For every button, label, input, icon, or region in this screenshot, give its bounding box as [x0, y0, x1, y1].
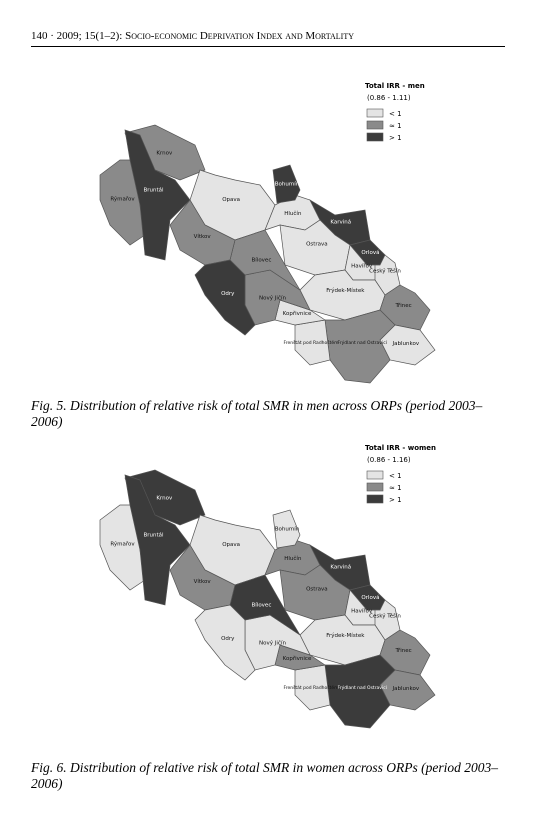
- region-label: Odry: [221, 291, 235, 297]
- region-label: Hlučín: [284, 210, 302, 217]
- region-label: Frenštát pod Radhoštěm: [283, 339, 338, 346]
- region-label: Bílovec: [251, 601, 271, 608]
- region-label: Nový Jičín: [259, 294, 286, 301]
- region-label: Český Těšín: [369, 613, 401, 620]
- region-label: Opava: [222, 197, 240, 203]
- region-label: Český Těšín: [369, 268, 401, 275]
- region-label: Bohumín: [275, 181, 300, 188]
- region: [194, 259, 256, 336]
- region: [272, 164, 301, 204]
- region-label: Frýdek-Místek: [326, 287, 365, 294]
- region-label: Bruntál: [143, 187, 164, 194]
- legend-label: > 1: [389, 496, 402, 504]
- figure-caption: Fig. 6. Distribution of relative risk of…: [31, 760, 498, 791]
- region: [324, 654, 396, 729]
- region-label: Krnov: [156, 496, 173, 502]
- region-label: Frýdek-Místek: [326, 632, 365, 639]
- region: [124, 474, 191, 606]
- map: Krnov Rýmařov Bruntál Opava Hlučín Bohumín Kar…: [99, 124, 436, 384]
- running-header: 140 · 2009; 15(1–2): Socio-economic Depr…: [31, 30, 505, 47]
- legend-label: > 1: [389, 134, 402, 142]
- region-label: Odry: [221, 636, 235, 642]
- region-label: Jablunkov: [392, 686, 420, 692]
- region-label: Hlučín: [284, 555, 302, 562]
- region-label: Bruntál: [143, 532, 164, 539]
- legend-range: (0.86 - 1.11): [367, 94, 411, 102]
- region-label: Kopřivnice: [283, 655, 312, 662]
- region-label: Nový Jičín: [259, 639, 286, 646]
- legend-label: ≈ 1: [389, 122, 402, 130]
- legend-swatch: [366, 108, 384, 118]
- region-label: Frýdlant nad Ostravicí: [337, 339, 387, 346]
- region-label: Třinec: [394, 647, 411, 654]
- legend-label: ≈ 1: [389, 484, 402, 492]
- region-label: Třinec: [394, 302, 411, 309]
- legend-range: (0.86 - 1.16): [367, 456, 411, 464]
- region-label: Opava: [222, 542, 240, 548]
- region-label: Frýdlant nad Ostravicí: [337, 684, 387, 691]
- legend-swatch: [366, 494, 384, 504]
- region-label: Bílovec: [251, 256, 271, 263]
- region-label: Frenštát pod Radhoštěm: [283, 684, 338, 691]
- page-number: 140: [31, 30, 48, 42]
- region-label: Rýmařov: [110, 541, 135, 548]
- region-label: Havířov: [351, 608, 373, 615]
- region: [124, 129, 191, 261]
- region-label: Ostrava: [306, 587, 328, 593]
- region: [272, 509, 301, 549]
- figure-caption: Fig. 5. Distribution of relative risk of…: [31, 398, 483, 429]
- region-label: Karviná: [330, 564, 351, 571]
- legend-label: < 1: [389, 472, 402, 480]
- legend-swatch: [366, 470, 384, 480]
- region: [324, 309, 396, 384]
- region-label: Rýmařov: [110, 196, 135, 203]
- map: Krnov Rýmařov Bruntál Opava Hlučín Bohumín Kar…: [99, 469, 436, 729]
- region-label: Bohumín: [275, 526, 300, 533]
- separator: ·: [50, 30, 54, 42]
- region-label: Karviná: [330, 219, 351, 226]
- region-label: Orlová: [361, 249, 379, 256]
- region-label: Vítkov: [194, 578, 212, 585]
- legend-title: Total IRR - men: [365, 82, 425, 90]
- region-label: Vítkov: [194, 233, 212, 240]
- legend-swatch: [366, 132, 384, 142]
- region-label: Kopřivnice: [283, 310, 312, 317]
- legend-label: < 1: [389, 110, 402, 118]
- region-label: Krnov: [156, 151, 173, 157]
- legend-title: Total IRR - women: [365, 444, 436, 452]
- region-label: Jablunkov: [392, 341, 420, 347]
- region-label: Ostrava: [306, 242, 328, 248]
- region: [194, 604, 256, 681]
- region-label: Orlová: [361, 594, 379, 601]
- region-label: Havířov: [351, 263, 373, 270]
- citation: 2009; 15(1–2): Socio-economic Deprivatio…: [56, 30, 355, 42]
- legend-swatch: [366, 120, 384, 130]
- legend-swatch: [366, 482, 384, 492]
